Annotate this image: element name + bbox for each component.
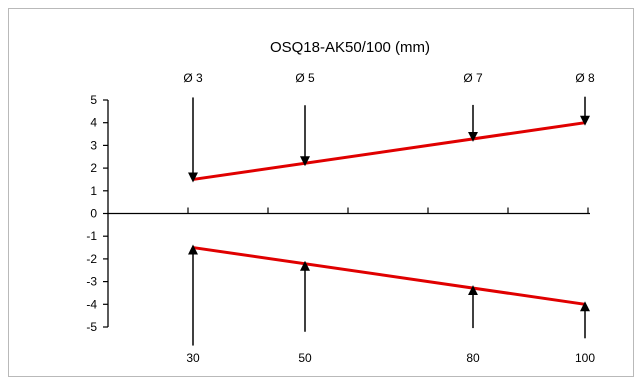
arrows-layer (188, 96, 590, 346)
y-tick-label: -2 (86, 252, 97, 266)
x-axis (108, 207, 590, 215)
diameter-label: Ø 8 (575, 71, 595, 85)
chart-frame (8, 8, 634, 377)
bottom-label: 100 (575, 351, 595, 365)
y-tick-label: 2 (90, 161, 97, 175)
y-tick-label: 1 (90, 184, 97, 198)
diameter-label: Ø 5 (295, 71, 315, 85)
series-line (192, 246, 586, 306)
y-axis: 5 4 3 2 1 0 -1 -2 -3 -4 -5 (86, 93, 109, 334)
y-tick-label: 5 (90, 93, 97, 107)
bottom-label: 50 (298, 351, 312, 365)
labels-layer: Ø 3 Ø 5 Ø 7 Ø 8 30 50 80 100 (183, 71, 595, 365)
y-tick-label: 0 (90, 207, 97, 221)
bottom-label: 30 (186, 351, 200, 365)
y-tick-label: -4 (86, 297, 97, 311)
y-tick-label: -1 (86, 229, 97, 243)
chart-title: OSQ18-AK50/100 (mm) (270, 39, 430, 56)
y-tick-label: -3 (86, 275, 97, 289)
y-tick-label: 4 (90, 116, 97, 130)
bottom-label: 80 (466, 351, 480, 365)
y-tick-label: 3 (90, 138, 97, 152)
diameter-label: Ø 7 (463, 71, 483, 85)
diameter-label: Ø 3 (183, 71, 203, 85)
series-line (192, 121, 586, 181)
series-layer (192, 121, 586, 306)
y-tick-label: -5 (86, 320, 97, 334)
